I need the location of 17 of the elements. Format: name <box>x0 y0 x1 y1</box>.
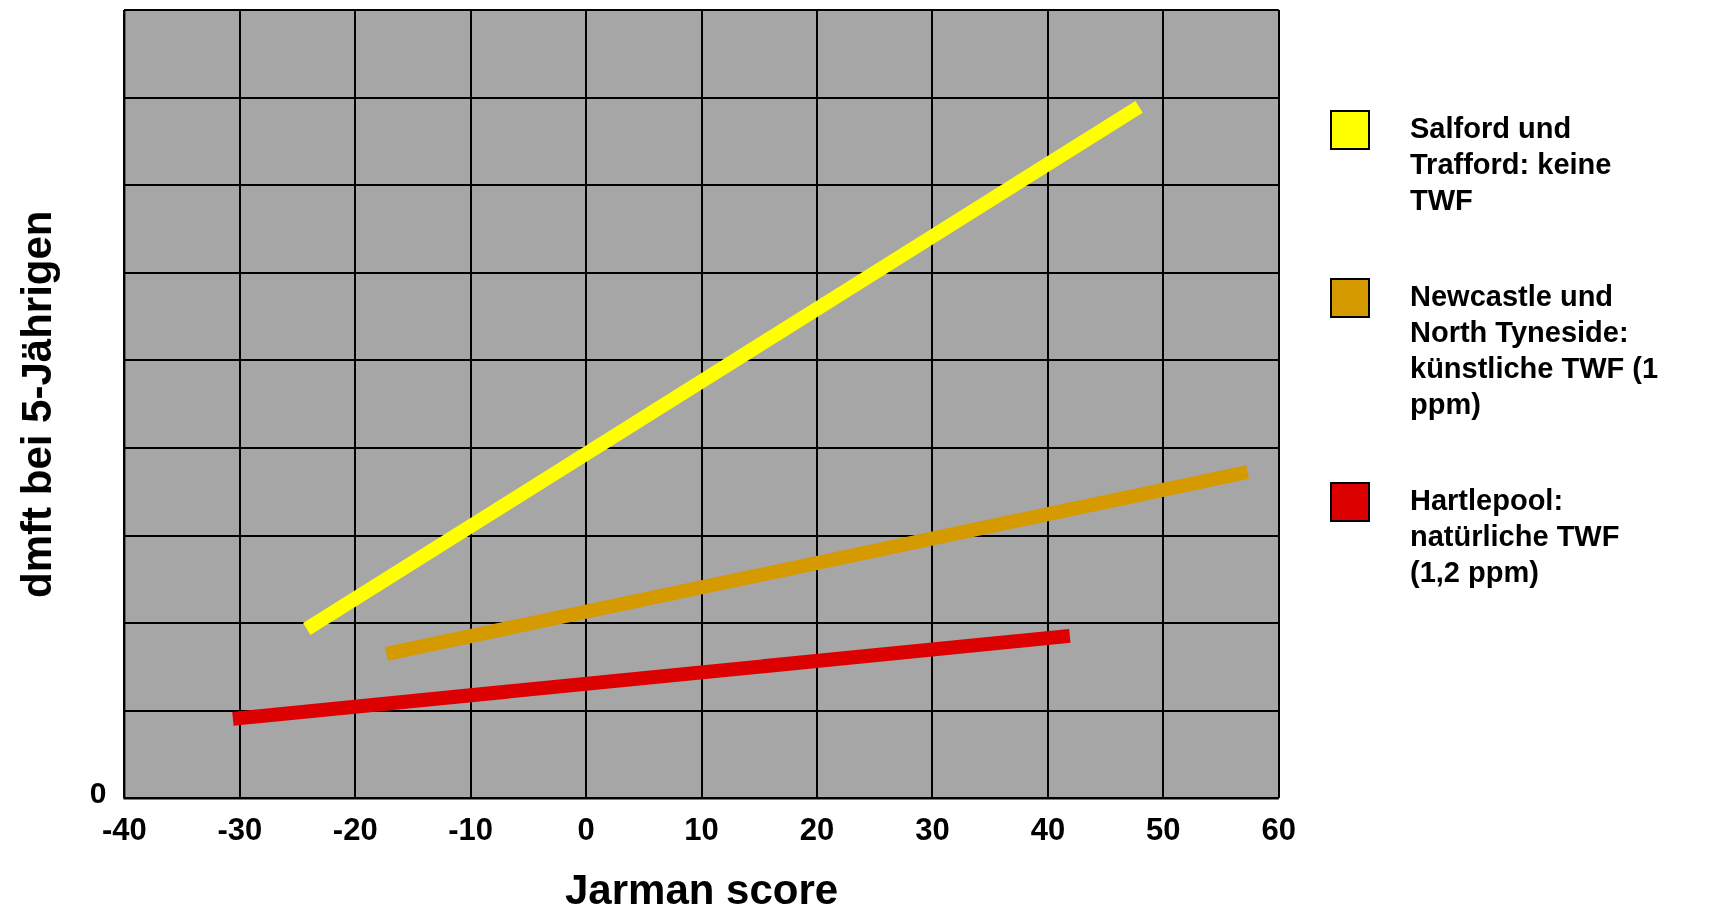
x-tick-label: 0 <box>577 811 595 847</box>
legend-label: Salford und Trafford: keine TWF <box>1410 111 1613 218</box>
x-tick-label: 40 <box>1030 811 1066 847</box>
x-tick-label: -10 <box>448 811 494 847</box>
x-tick-label: -40 <box>101 811 147 847</box>
x-tick-label: 50 <box>1146 811 1181 847</box>
x-tick-label: -30 <box>217 811 263 847</box>
x-axis-title: Jarman score <box>564 866 839 914</box>
legend-label: Hartlepool: natürliche TWF (1,2 ppm) <box>1410 483 1621 590</box>
legend-label: Newcastle und North Tyneside: künstliche TWF (1 ppm) <box>1410 279 1660 422</box>
x-tick-label: 30 <box>915 811 950 847</box>
x-tick-label: 60 <box>1261 811 1296 847</box>
x-tick-label: 20 <box>799 811 835 847</box>
y-axis-title: dmft bei 5-Jährigen <box>12 210 60 598</box>
x-tick-label: 10 <box>684 811 719 847</box>
text: 0 <box>89 775 107 809</box>
x-tick-label: -20 <box>332 811 378 847</box>
